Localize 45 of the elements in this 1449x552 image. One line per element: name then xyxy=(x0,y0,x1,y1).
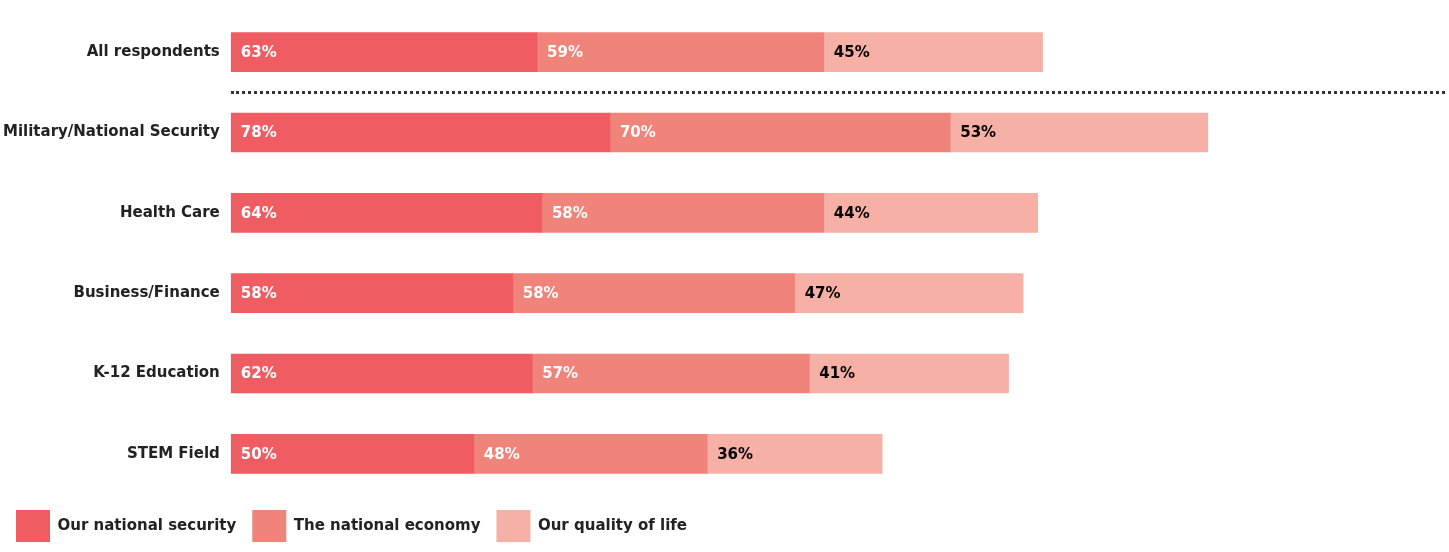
bar xyxy=(230,112,611,153)
bar xyxy=(473,434,708,474)
data-label: 62% xyxy=(240,364,277,383)
y-tick-label: STEM Field xyxy=(126,443,220,462)
data-label: 48% xyxy=(483,444,520,463)
data-label: 45% xyxy=(833,43,870,62)
legend-label: Our national security xyxy=(57,515,237,534)
y-tick-label: All respondents xyxy=(86,42,220,61)
legend-label: The national economy xyxy=(293,515,481,534)
y-tick-label: Business/Finance xyxy=(73,283,220,302)
bar xyxy=(794,273,1024,313)
data-label: 70% xyxy=(619,123,656,142)
data-label: 58% xyxy=(551,203,588,222)
y-tick-label: Military/National Security xyxy=(2,122,220,141)
bar xyxy=(808,353,1009,394)
bar xyxy=(230,193,543,233)
bar xyxy=(230,32,538,72)
data-label: 63% xyxy=(240,43,277,62)
bar xyxy=(706,434,883,474)
bar xyxy=(609,112,951,153)
data-label: 41% xyxy=(819,364,856,383)
bar xyxy=(531,353,810,394)
legend-label: Our quality of life xyxy=(537,515,688,534)
bar xyxy=(823,193,1039,233)
bar xyxy=(230,273,514,313)
data-label: 47% xyxy=(804,284,841,303)
data-label: 57% xyxy=(542,364,579,383)
bar xyxy=(949,112,1209,153)
data-label: 36% xyxy=(717,444,754,463)
data-label: 44% xyxy=(833,203,870,222)
bar xyxy=(536,32,825,72)
data-label: 58% xyxy=(240,284,277,303)
bar xyxy=(823,32,1043,72)
bar xyxy=(230,353,533,394)
data-label: 53% xyxy=(960,123,997,142)
data-label: 78% xyxy=(240,123,277,142)
y-tick-label: Health Care xyxy=(120,202,220,221)
data-label: 64% xyxy=(240,203,277,222)
bar xyxy=(541,193,825,233)
bar xyxy=(512,273,795,313)
bar xyxy=(230,434,475,474)
data-label: 58% xyxy=(522,284,559,303)
y-tick-label: K-12 Education xyxy=(93,363,220,382)
data-label: 50% xyxy=(240,444,277,463)
data-label: 59% xyxy=(547,43,583,62)
